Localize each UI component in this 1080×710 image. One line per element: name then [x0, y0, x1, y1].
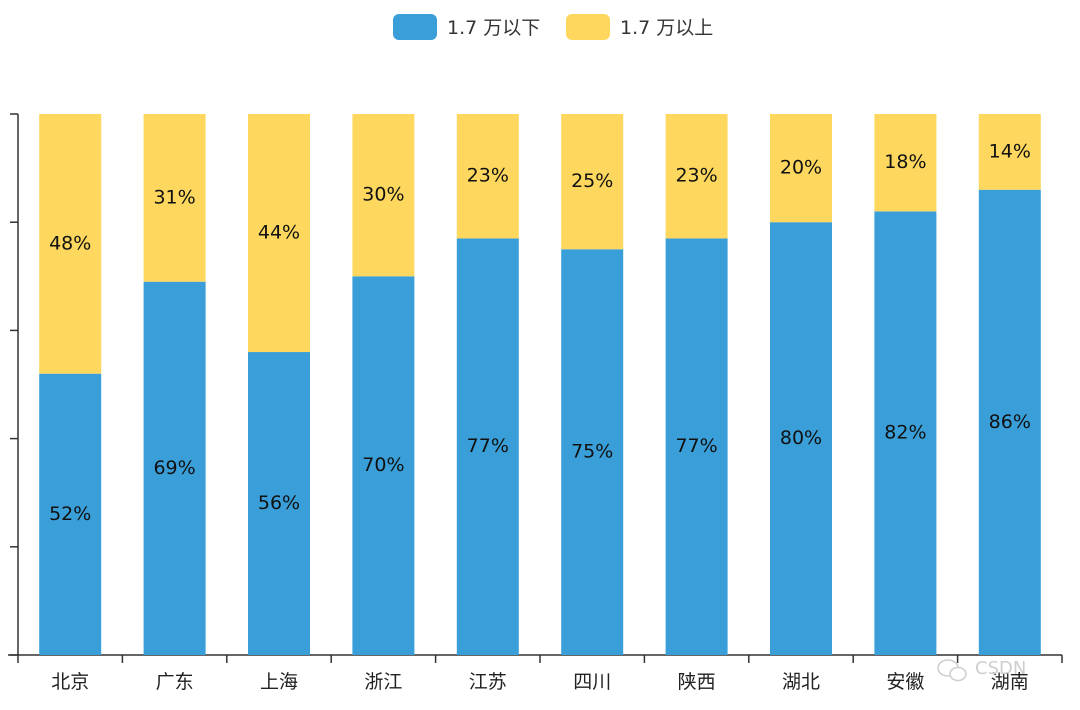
- bar-segment[interactable]: [665, 238, 728, 655]
- legend-swatch[interactable]: [393, 14, 437, 40]
- x-axis-tick-labels: 北京 广东 上海 浙江 江苏 四川 陕西 湖北 安徽 湖南: [51, 671, 1029, 693]
- bar-segment[interactable]: [39, 114, 102, 374]
- x-tick-label: 四川: [573, 671, 611, 693]
- x-tick-label: 江苏: [469, 671, 507, 693]
- data-label: 44%: [258, 222, 300, 244]
- bar-segment[interactable]: [874, 114, 937, 212]
- data-label: 18%: [884, 151, 926, 173]
- bar-segment[interactable]: [665, 114, 728, 239]
- data-label: 14%: [989, 140, 1031, 162]
- x-tick-label: 浙江: [364, 671, 402, 693]
- legend-label[interactable]: 1.7 万以下: [447, 17, 540, 39]
- bar-segment[interactable]: [561, 114, 624, 250]
- x-tick-label: 上海: [260, 671, 298, 693]
- bar-segment[interactable]: [352, 276, 415, 655]
- data-label: 52%: [49, 503, 91, 525]
- data-label: 20%: [780, 157, 822, 179]
- data-label: 23%: [467, 165, 509, 187]
- data-label: 23%: [675, 165, 717, 187]
- legend-swatch[interactable]: [566, 14, 610, 40]
- bar-segment[interactable]: [978, 189, 1041, 656]
- data-label: 82%: [884, 422, 926, 444]
- data-label: 80%: [780, 427, 822, 449]
- bar-segment[interactable]: [248, 114, 310, 353]
- x-tick-label: 湖北: [782, 671, 820, 693]
- bar-segment[interactable]: [561, 249, 624, 655]
- bar-segment[interactable]: [456, 114, 519, 239]
- x-tick-label: 湖南: [991, 671, 1029, 693]
- bar-segment[interactable]: [248, 352, 310, 655]
- bar-segment[interactable]: [143, 281, 206, 655]
- bar-segment[interactable]: [143, 114, 206, 282]
- data-label: 25%: [571, 170, 613, 192]
- bar-segment[interactable]: [39, 373, 102, 655]
- x-tick-label: 安徽: [886, 671, 924, 693]
- data-label: 31%: [153, 186, 195, 208]
- data-label: 30%: [362, 184, 404, 206]
- watermark: CSDN: [937, 658, 1026, 682]
- data-label: 77%: [675, 435, 717, 457]
- x-tick-label: 陕西: [678, 671, 716, 693]
- legend: 1.7 万以下 1.7 万以上: [393, 14, 713, 40]
- bar-segment[interactable]: [770, 222, 832, 655]
- bar-segment[interactable]: [978, 114, 1041, 190]
- bar-segment[interactable]: [770, 114, 832, 223]
- bar-segment[interactable]: [352, 114, 415, 277]
- data-label: 86%: [989, 411, 1031, 433]
- legend-label[interactable]: 1.7 万以上: [620, 17, 713, 39]
- data-label: 69%: [153, 457, 195, 479]
- bars: [39, 114, 1041, 656]
- bar-segment[interactable]: [874, 211, 937, 655]
- data-label: 77%: [467, 435, 509, 457]
- watermark-text: CSDN: [975, 658, 1026, 679]
- data-label: 75%: [571, 441, 613, 463]
- bar-segment[interactable]: [456, 238, 519, 655]
- data-label: 48%: [49, 232, 91, 254]
- bar-labels: 52% 48% 69% 31% 56% 44% 70% 30% 77% 23% 75% 25% 77% 2…: [49, 140, 1031, 524]
- data-label: 70%: [362, 454, 404, 476]
- x-tick-label: 北京: [51, 671, 89, 693]
- data-label: 56%: [258, 492, 300, 514]
- wechat-icon: [937, 659, 967, 682]
- x-tick-label: 广东: [156, 671, 194, 693]
